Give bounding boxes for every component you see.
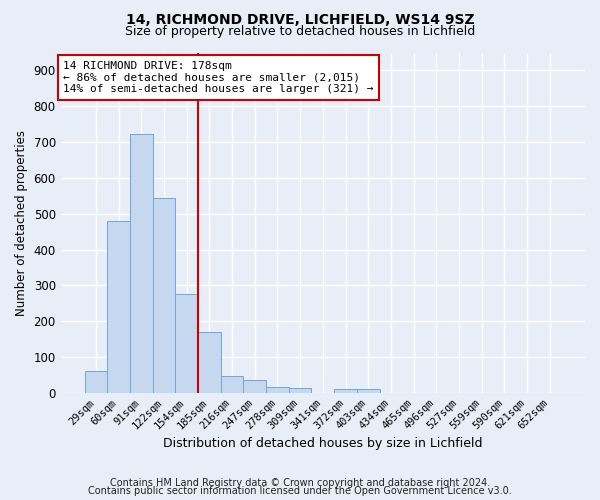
Text: 14, RICHMOND DRIVE, LICHFIELD, WS14 9SZ: 14, RICHMOND DRIVE, LICHFIELD, WS14 9SZ bbox=[125, 12, 475, 26]
Bar bbox=[244, 380, 266, 393]
X-axis label: Distribution of detached houses by size in Lichfield: Distribution of detached houses by size … bbox=[163, 437, 482, 450]
Bar bbox=[107, 221, 130, 393]
Bar bbox=[175, 294, 198, 393]
Bar bbox=[334, 390, 357, 393]
Bar bbox=[289, 388, 311, 393]
Bar bbox=[266, 387, 289, 393]
Text: 14 RICHMOND DRIVE: 178sqm
← 86% of detached houses are smaller (2,015)
14% of se: 14 RICHMOND DRIVE: 178sqm ← 86% of detac… bbox=[63, 61, 374, 94]
Text: Size of property relative to detached houses in Lichfield: Size of property relative to detached ho… bbox=[125, 25, 475, 38]
Bar bbox=[130, 134, 152, 393]
Bar bbox=[152, 198, 175, 393]
Text: Contains public sector information licensed under the Open Government Licence v3: Contains public sector information licen… bbox=[88, 486, 512, 496]
Bar bbox=[221, 376, 244, 393]
Y-axis label: Number of detached properties: Number of detached properties bbox=[15, 130, 28, 316]
Bar bbox=[357, 390, 380, 393]
Bar bbox=[85, 371, 107, 393]
Text: Contains HM Land Registry data © Crown copyright and database right 2024.: Contains HM Land Registry data © Crown c… bbox=[110, 478, 490, 488]
Bar bbox=[198, 332, 221, 393]
